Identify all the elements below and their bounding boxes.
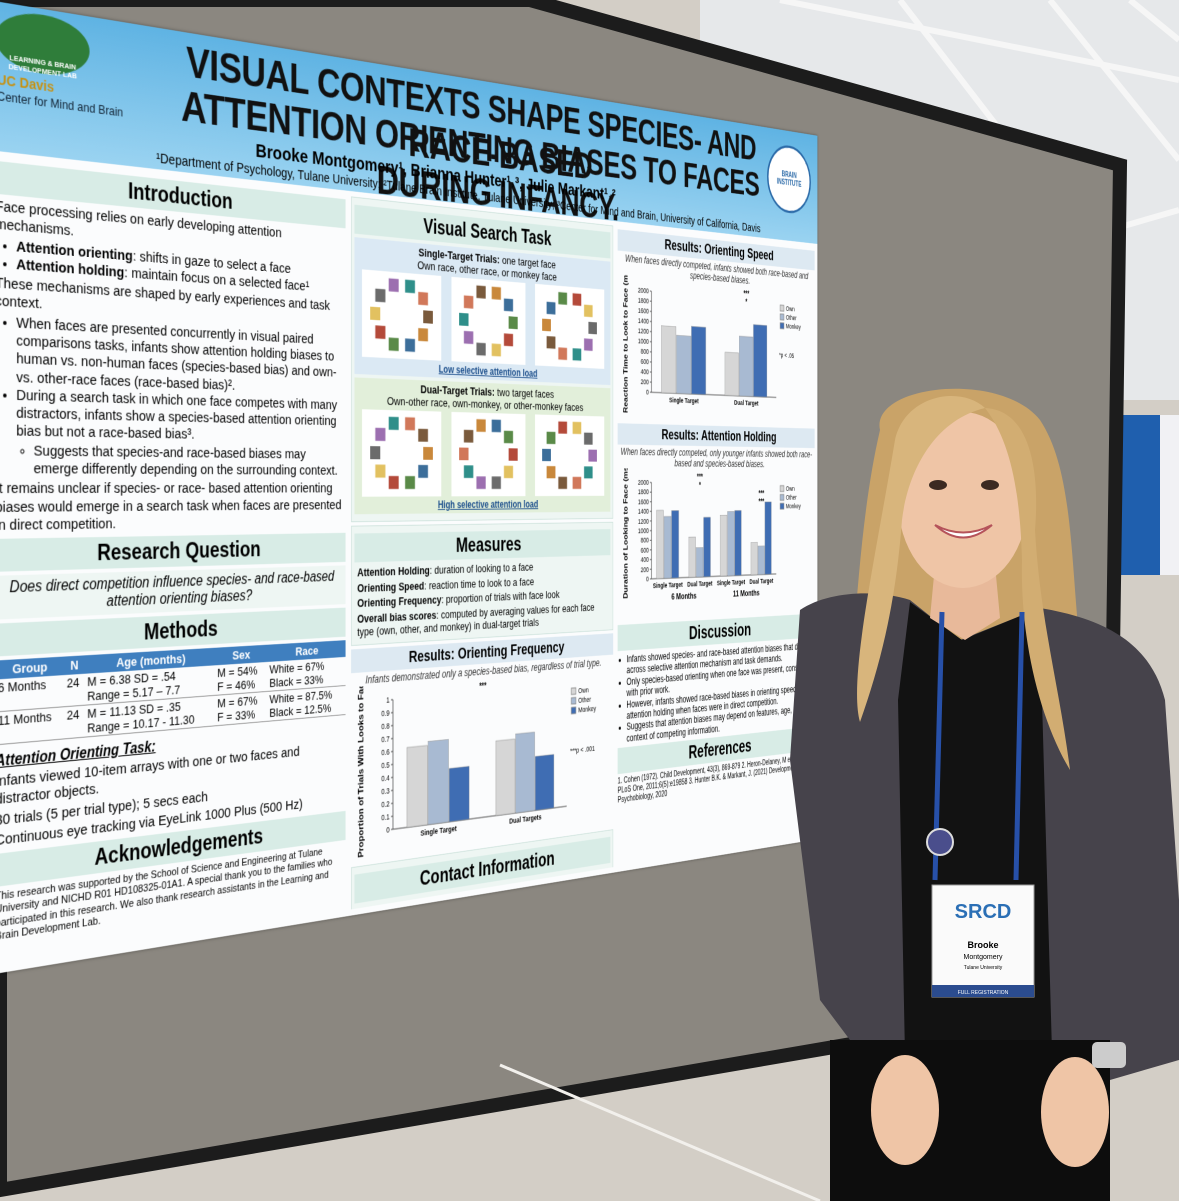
y-tick-label: 400: [641, 367, 649, 376]
badge-school: Tulane University: [964, 965, 1003, 971]
y-tick-label: 1800: [638, 488, 649, 496]
right-column: Results: Orienting Speed When faces direc…: [617, 226, 815, 866]
y-tick-label: 200: [641, 377, 649, 386]
middle-column: Visual Search Task Single-Target Trials: …: [351, 196, 614, 910]
y-tick-label: 400: [641, 555, 649, 563]
legend-label: Monkey: [578, 704, 596, 714]
legend-label: Other: [578, 695, 591, 705]
badge-band: [932, 985, 1034, 997]
trial-panel: Single-Target Trials: one target face Own…: [354, 237, 611, 386]
legend-label: Other: [786, 493, 797, 501]
y-tick-label: 0.2: [381, 799, 390, 809]
eye: [981, 480, 999, 490]
y-tick-label: 0.4: [381, 773, 390, 783]
chart: 0 0.1 0.2 0.3 0.4 0.5 0.6 0.7 0.8 0.9 1 Proportion …: [358, 678, 597, 858]
x-tick-label: Dual Target: [749, 577, 773, 586]
hand: [871, 1055, 939, 1165]
y-tick-label: 0.5: [381, 760, 390, 770]
search-array: [361, 409, 442, 497]
badge-type: FULL REGISTRATION: [958, 990, 1009, 996]
trial-panel: Dual-Target Trials: two target faces Own-…: [354, 377, 611, 515]
watch: [1092, 1042, 1126, 1068]
search-array: [361, 269, 442, 361]
hair-strand: [985, 408, 1070, 770]
legend-label: Monkey: [786, 322, 801, 331]
poster: LEARNING & BRAIN DEVELOPMENT LAB UC Davis…: [0, 0, 817, 975]
y-tick-label: 600: [641, 546, 649, 554]
group-label: 11 Months: [733, 589, 760, 599]
hand: [1041, 1057, 1109, 1167]
legend-label: Own: [786, 305, 795, 313]
annotation: ***: [479, 682, 486, 692]
y-tick-label: 0.7: [381, 734, 390, 744]
y-tick-label: 1600: [638, 306, 649, 315]
annotation: ***p < .001: [570, 744, 595, 755]
y-tick-label: 0.1: [381, 812, 390, 822]
smile: [934, 524, 993, 539]
y-axis-label: Duration of Looking to Face (ms): [623, 468, 629, 599]
y-axis-label: Reaction Time to Look to Face (ms): [623, 274, 629, 413]
annotation: ***: [743, 290, 749, 299]
y-tick-label: 200: [641, 565, 649, 573]
badge-name: Brooke: [967, 940, 998, 950]
y-tick-label: 0.3: [381, 786, 390, 796]
y-tick-label: 2000: [638, 478, 649, 486]
hair-strand: [857, 396, 985, 722]
y-tick-label: 0.6: [381, 747, 390, 757]
y-tick-label: 0.8: [381, 721, 390, 731]
x-tick-label: Dual Target: [687, 579, 712, 588]
y-tick-label: 1400: [638, 316, 649, 325]
x-tick-label: Single Target: [717, 578, 745, 587]
y-tick-label: 0: [646, 575, 649, 583]
floor-line: [499, 1063, 821, 1201]
legend-label: Monkey: [786, 502, 801, 510]
legend-label: Other: [786, 313, 797, 322]
y-tick-label: 800: [641, 536, 649, 544]
annotation: ***: [759, 498, 765, 507]
y-tick-label: 2000: [638, 286, 649, 295]
y-tick-label: 1000: [638, 337, 649, 346]
x-tick-label: Dual Target: [734, 398, 758, 407]
annotation: *: [745, 298, 747, 307]
pin: [926, 828, 954, 856]
y-tick-label: 1: [386, 695, 390, 704]
annotation: ***: [697, 473, 703, 482]
eye: [929, 480, 947, 490]
image-row: [357, 409, 609, 497]
legend-label: Own: [786, 485, 795, 493]
x-tick-label: Single Target: [669, 396, 699, 405]
y-tick-label: 1600: [638, 498, 649, 506]
chart: 0200400600800100012001400160018002000Dur…: [623, 463, 801, 602]
image-row: [357, 269, 609, 369]
annotation: *p < .05: [779, 351, 794, 360]
array-frame: [361, 409, 442, 497]
face: [898, 412, 1028, 588]
y-tick-label: 1200: [638, 517, 649, 525]
badge: [931, 884, 1035, 998]
annotation: ***: [759, 490, 765, 499]
y-tick-label: 1400: [638, 507, 649, 515]
y-tick-label: 0.9: [381, 708, 390, 718]
y-tick-label: 0: [646, 388, 649, 396]
annotation: *: [699, 481, 701, 490]
badge-name: Montgomery: [964, 954, 1003, 961]
badge-org: SRCD: [955, 901, 1012, 923]
y-tick-label: 1000: [638, 526, 649, 534]
curtain: [1160, 415, 1179, 575]
array-frame: [361, 269, 442, 361]
y-tick-label: 800: [641, 347, 649, 356]
y-axis-label: Proportion of Trials With Looks to Face: [358, 678, 366, 858]
group-label: 6 Months: [671, 592, 696, 602]
x-tick-label: Single Target: [653, 580, 683, 589]
y-tick-label: 600: [641, 357, 649, 366]
y-tick-label: 1200: [638, 327, 649, 336]
lanyard: [1013, 611, 1025, 881]
y-tick-label: 0: [386, 825, 390, 835]
visual-search: Visual Search Task Single-Target Trials: …: [351, 196, 614, 523]
y-tick-label: 1800: [638, 296, 649, 305]
legend-label: Own: [578, 686, 589, 695]
